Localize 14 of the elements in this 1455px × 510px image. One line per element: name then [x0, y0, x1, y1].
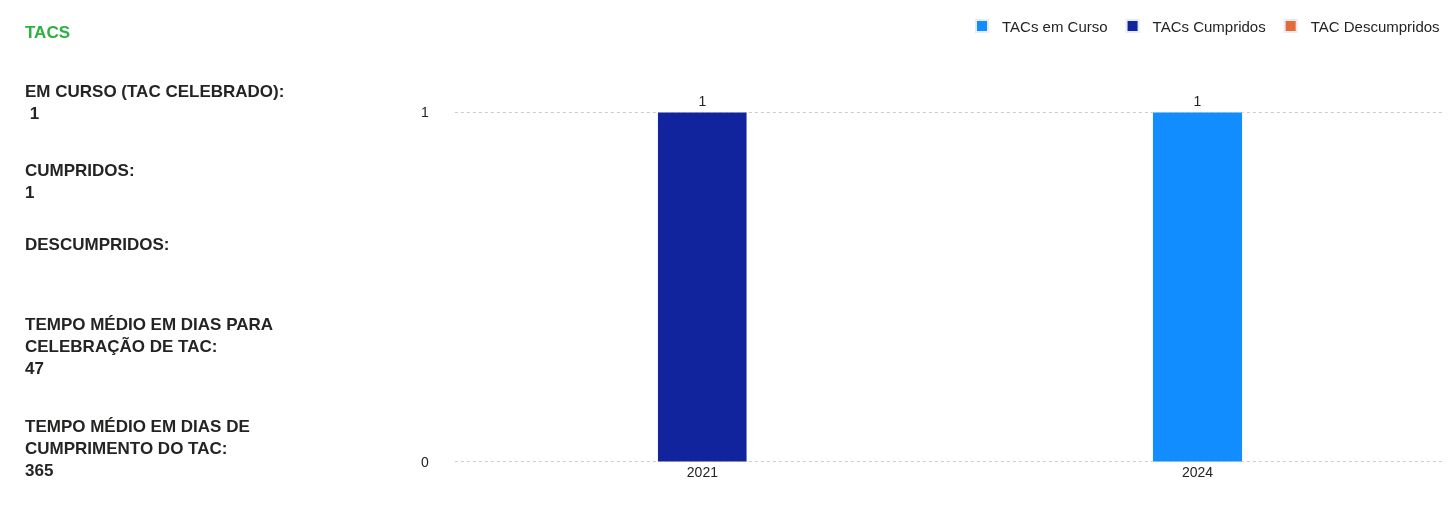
x-tick-label: 2021 [686, 463, 719, 480]
y-tick-label: 0 [421, 453, 430, 470]
x-tick-label: 2024 [1181, 463, 1214, 480]
legend-label: TAC Descumpridos [1310, 17, 1440, 35]
text: TEMPO MÉDIO EM DIAS PARA CELEBRAÇÃO DE TAC: 47 [25, 315, 274, 379]
text: CUMPRIDOS: 1 [25, 161, 135, 203]
text: TACS [25, 23, 71, 42]
legend-label: TACs em Curso [1002, 17, 1108, 35]
data-label: 1 [698, 93, 707, 110]
legend-label: TACs Cumpridos [1152, 17, 1266, 35]
data-label: 1 [1193, 93, 1202, 110]
text: EM CURSO (TAC CELEBRADO): 1 [25, 82, 285, 124]
text: TEMPO MÉDIO EM DIAS DE CUMPRIMENTO DO TAC: 365 [25, 417, 250, 481]
text: DESCUMPRIDOS: [25, 235, 170, 254]
